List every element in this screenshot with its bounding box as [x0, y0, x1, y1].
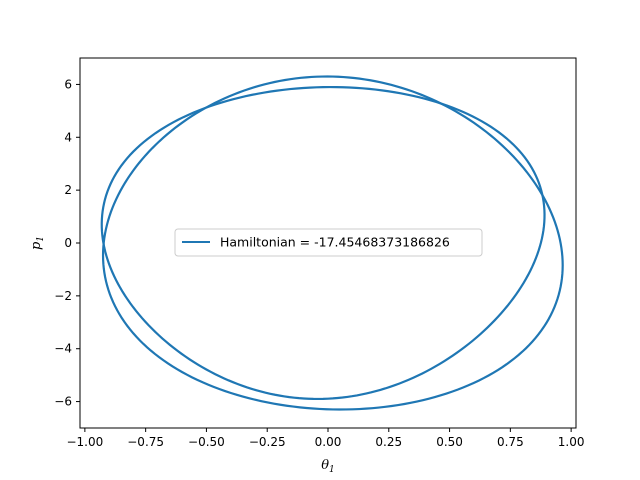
plot-frame	[79, 57, 577, 429]
x-tick-label: 0.50	[436, 435, 463, 449]
y-tick-label: 6	[64, 77, 72, 91]
ticks-layer: −1.00 −0.75 −0.50 −0.25 0.00 0.25 0.50 0.75 1.00…	[54, 77, 584, 449]
y-tick-label: 4	[64, 130, 72, 144]
legend-label: Hamiltonian = -17.45468373186826	[220, 235, 450, 250]
y-tick-label: −2	[54, 289, 72, 303]
y-tick-label: 2	[64, 183, 72, 197]
y-tick-label: −6	[54, 395, 72, 409]
legend-box	[174, 228, 483, 257]
x-tick-label: −0.25	[249, 435, 286, 449]
x-tick-label: 0.00	[315, 435, 342, 449]
series-0-orbit-1	[100, 85, 546, 401]
y-tick-label: 0	[64, 236, 72, 250]
legend: Hamiltonian = -17.45468373186826	[174, 228, 483, 257]
x-tick-label: −1.00	[66, 435, 103, 449]
x-axis-label: θ1	[321, 458, 335, 475]
x-tick-label: −0.50	[188, 435, 225, 449]
y-tick-label: −4	[54, 342, 72, 356]
x-tick-label: 0.25	[375, 435, 402, 449]
series-layer	[100, 75, 564, 411]
x-tick-label: −0.75	[127, 435, 164, 449]
x-tick-label: 1.00	[558, 435, 585, 449]
x-tick-label: 0.75	[497, 435, 524, 449]
y-axis-label: p1	[29, 236, 46, 250]
